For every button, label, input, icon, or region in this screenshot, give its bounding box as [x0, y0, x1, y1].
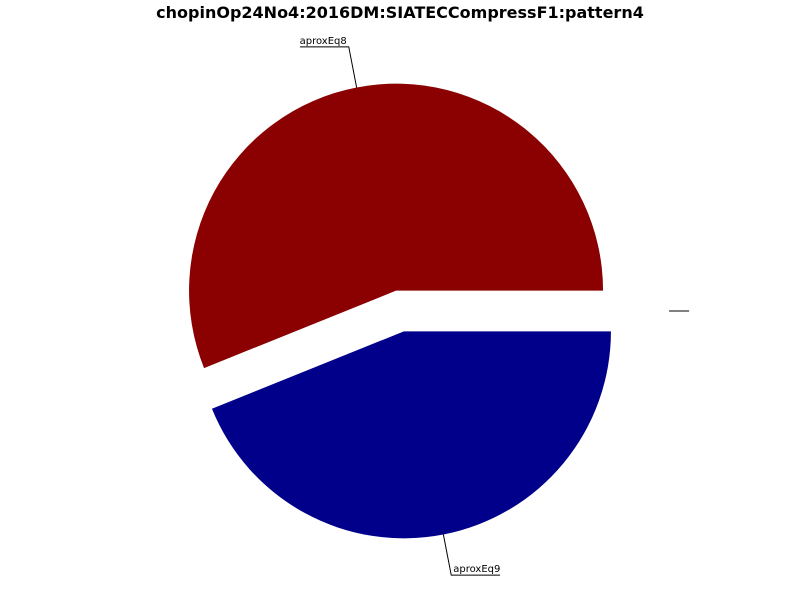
leader-line-aproxeq9	[442, 534, 501, 576]
leader-line-aproxeq8	[299, 46, 358, 88]
pie-slices	[189, 83, 611, 539]
pie-labels: aproxEq8 aproxEq9	[299, 36, 690, 576]
slice-label-aproxeq8: aproxEq8	[300, 36, 347, 47]
pie-slice-aproxeq9	[211, 331, 611, 539]
pie-slice-aproxeq8	[189, 83, 604, 369]
slice-label-aproxeq9: aproxEq9	[453, 564, 500, 575]
chart-title: chopinOp24No4:2016DM:SIATECCompressF1:pa…	[156, 3, 644, 22]
